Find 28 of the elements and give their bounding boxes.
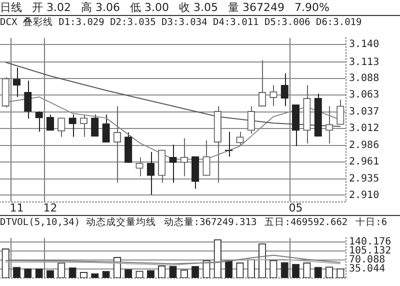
- text: 收 3.05: [179, 0, 218, 15]
- y-tick-label: 3.140: [349, 39, 380, 50]
- text: 7.90%: [294, 1, 330, 14]
- chart-subtitle: DCX 叠彩线 D1:3.029 D2:3.035 D3:3.034 D4:3.011 D5:3.006 D6:3.019: [0, 16, 363, 29]
- x-tick-label: 05: [288, 201, 303, 214]
- y-tick-label: 105.132: [349, 245, 392, 256]
- y-tick-label: 3.063: [349, 90, 380, 101]
- y-tick-label: 2.986: [349, 140, 380, 152]
- y-tick-label: 3.012: [349, 123, 380, 134]
- y-tick-label: 3.088: [349, 73, 380, 84]
- text: 十日:6: [356, 216, 388, 229]
- y-tick-label: 2.935: [349, 173, 380, 184]
- y-tick-label: 3.037: [349, 106, 380, 118]
- text: 动态量:367249.313: [164, 216, 257, 229]
- x-tick-label: 11: [10, 201, 24, 214]
- text: 量 367249: [228, 0, 284, 15]
- text: 五日:469592.662: [264, 216, 348, 229]
- y-tick-label: 35.044: [349, 264, 386, 275]
- text: 开 3.02: [32, 0, 71, 15]
- chart-title: 日线: [0, 0, 22, 15]
- x-tick-label: 12: [43, 201, 58, 214]
- text: 低 3.00: [130, 0, 169, 15]
- y-tick-label: 140.176: [349, 236, 392, 248]
- y-tick-label: 2.961: [349, 156, 380, 168]
- chart-title: DTVOL(5,10,34) 动态成交量均线: [0, 216, 156, 229]
- y-tick-label: 3.113: [349, 56, 380, 68]
- y-tick-label: 2.910: [349, 190, 380, 201]
- text: 高 3.06: [81, 0, 120, 15]
